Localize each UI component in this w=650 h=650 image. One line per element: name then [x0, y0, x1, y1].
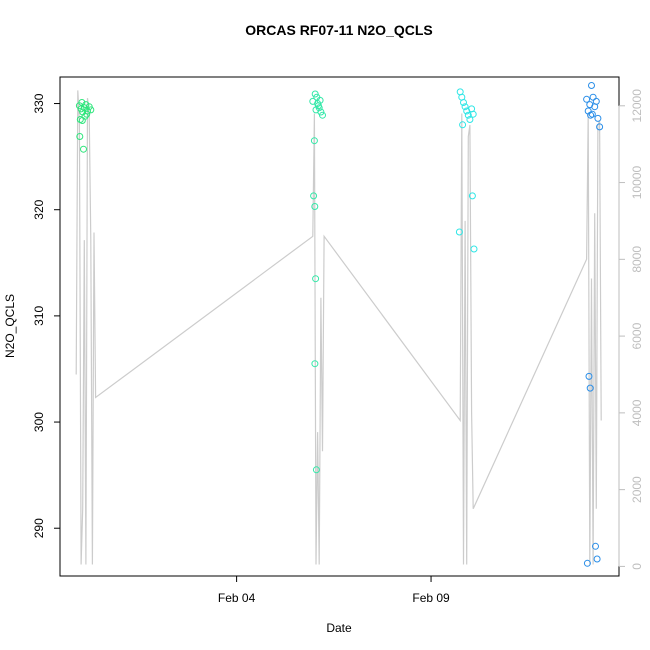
data-point — [594, 114, 602, 122]
data-point — [583, 95, 591, 103]
data-points-layer — [75, 82, 604, 567]
y-axis-right: 0 2000 4000 6000 8000 10000 12000 — [618, 89, 644, 570]
data-point — [76, 133, 84, 140]
altitude-line-layer — [75, 90, 602, 565]
data-point — [585, 372, 593, 380]
y2-tick-label: 12000 — [630, 89, 644, 123]
data-point — [464, 111, 472, 119]
y2-tick-label: 8000 — [630, 246, 644, 273]
data-point — [468, 192, 476, 200]
data-point — [310, 192, 318, 200]
y2-tick-label: 0 — [630, 563, 644, 570]
y2-tick-label: 6000 — [630, 322, 644, 349]
data-point — [587, 111, 595, 119]
y2-tick-label: 4000 — [630, 399, 644, 426]
data-point — [87, 106, 95, 114]
chart-title: ORCAS RF07-11 N2O_QCLS — [245, 22, 433, 38]
data-point — [470, 245, 478, 253]
data-point — [80, 145, 87, 153]
y-tick-label: 310 — [32, 306, 46, 326]
altitude-line — [75, 90, 602, 565]
data-point — [311, 203, 319, 210]
data-point — [310, 137, 318, 145]
data-point — [586, 384, 594, 392]
data-point — [316, 96, 324, 104]
data-point — [469, 110, 477, 118]
data-point — [588, 82, 595, 89]
data-point — [596, 123, 604, 131]
y-tick-label: 330 — [32, 93, 46, 113]
x-axis-label: Date — [326, 621, 352, 635]
y-axis-left: 290 300 310 320 330 — [32, 93, 60, 538]
data-point — [460, 99, 467, 106]
y-tick-label: 290 — [32, 518, 46, 538]
data-point — [461, 103, 469, 111]
data-point — [592, 542, 599, 550]
x-tick-label: Feb 04 — [218, 591, 256, 605]
y-axis-label: N2O_QCLS — [3, 294, 17, 358]
y2-tick-label: 2000 — [630, 476, 644, 503]
x-tick-label: Feb 09 — [412, 591, 450, 605]
data-point — [466, 116, 474, 123]
data-point — [311, 360, 319, 368]
data-point — [588, 110, 596, 118]
data-point — [592, 97, 600, 105]
data-point — [81, 112, 89, 120]
data-point — [83, 110, 91, 118]
data-point — [312, 275, 320, 283]
y-tick-label: 320 — [32, 199, 46, 219]
data-point — [312, 466, 320, 474]
data-point — [593, 555, 601, 563]
x-axis: Feb 04 Feb 09 — [218, 576, 450, 605]
y-tick-label: 300 — [32, 412, 46, 432]
data-point — [459, 121, 467, 129]
data-point — [583, 559, 591, 567]
data-point — [319, 111, 326, 119]
data-point — [455, 228, 463, 236]
y2-tick-label: 10000 — [630, 166, 644, 200]
